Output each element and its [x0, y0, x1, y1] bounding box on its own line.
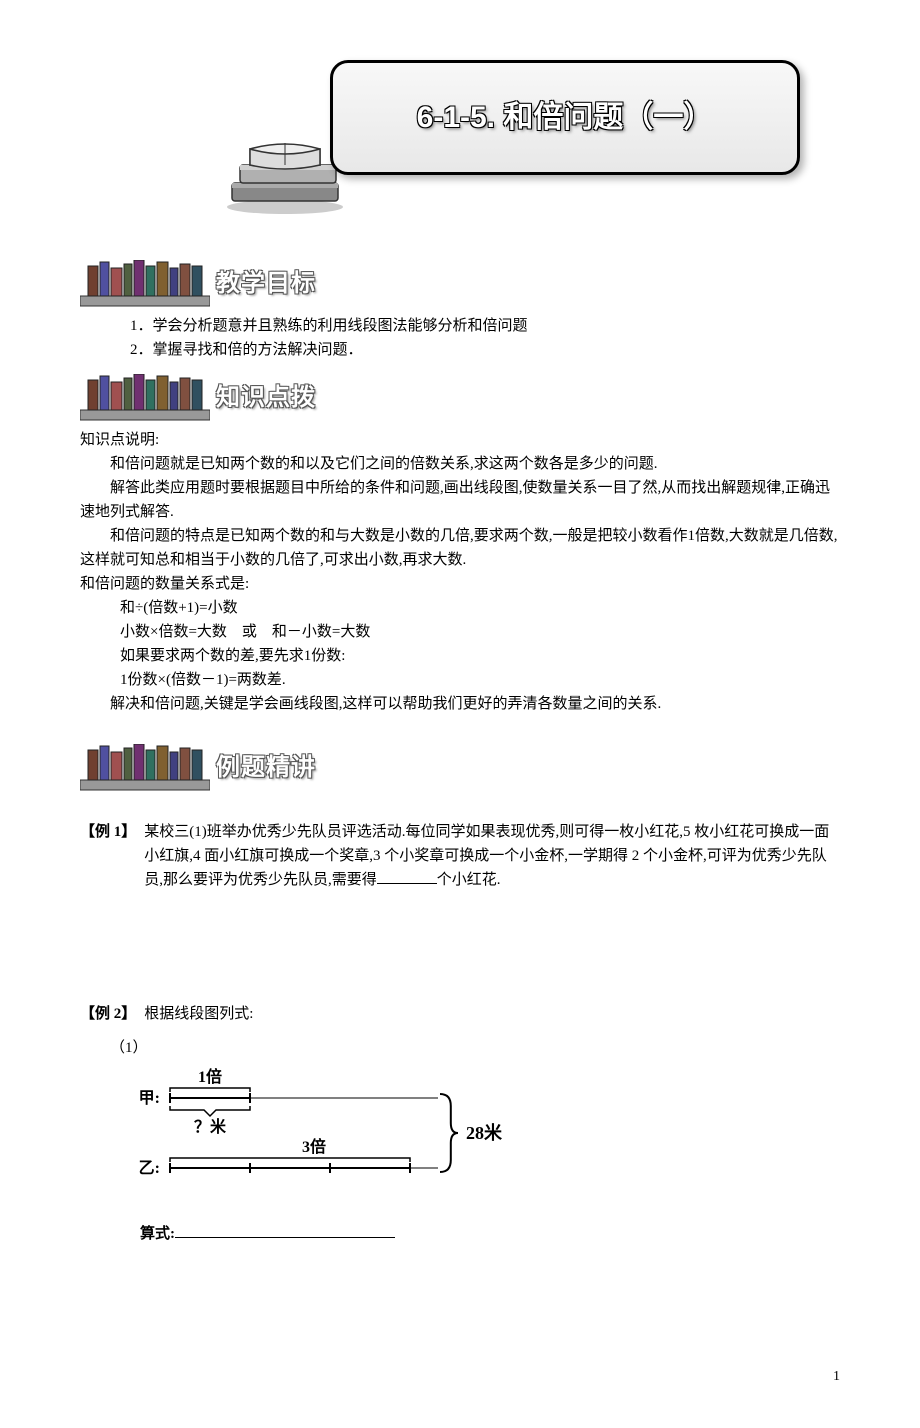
knowledge-rel-title: 和倍问题的数量关系式是:	[80, 572, 840, 596]
segment-diagram-svg: 甲: 乙: 1倍 ？米 3倍 28米	[110, 1060, 530, 1210]
bookshelf-icon	[80, 744, 210, 792]
bookshelf-icon	[80, 374, 210, 422]
goal-item: 1．学会分析题意并且熟练的利用线段图法能够分析和倍问题	[130, 314, 840, 338]
line-diagram: （1） 甲: 乙: 1倍 ？米 3倍 28米 算式:	[80, 1036, 840, 1246]
svg-text:1倍: 1倍	[198, 1067, 222, 1086]
diagram-number: （1）	[110, 1036, 840, 1060]
knowledge-intro: 知识点说明:	[80, 428, 840, 452]
title-area: 6-1-5. 和倍问题（一）	[80, 60, 840, 220]
example-label: 【例 2】	[80, 1002, 136, 1026]
knowledge-content: 知识点说明: 和倍问题就是已知两个数的和以及它们之间的倍数关系,求这两个数各是多…	[80, 428, 840, 716]
example-text: 个小红花.	[437, 872, 501, 888]
formula-label: 算式:	[140, 1226, 175, 1242]
knowledge-para: 解答此类应用题时要根据题目中所给的条件和问题,画出线段图,使数量关系一目了然,从…	[80, 476, 840, 524]
goal-item: 2．掌握寻找和倍的方法解决问题．	[130, 338, 840, 362]
knowledge-para: 解决和倍问题,关键是学会画线段图,这样可以帮助我们更好的弄清各数量之间的关系.	[80, 692, 840, 716]
bookshelf-icon	[80, 260, 210, 308]
svg-text:28米: 28米	[466, 1122, 503, 1143]
formula-blank[interactable]	[175, 1223, 395, 1238]
svg-text:3倍: 3倍	[302, 1137, 326, 1156]
knowledge-para: 和倍问题的特点是已知两个数的和与大数是小数的几倍,要求两个数,一般是把较小数看作…	[80, 524, 840, 572]
title-box: 6-1-5. 和倍问题（一）	[330, 60, 800, 175]
knowledge-para: 和倍问题就是已知两个数的和以及它们之间的倍数关系,求这两个数各是多少的问题.	[80, 452, 840, 476]
example-body: 某校三(1)班举办优秀少先队员评选活动.每位同学如果表现优秀,则可得一枚小红花,…	[144, 820, 840, 892]
section-title-goals: 教学目标	[216, 265, 316, 303]
example-body: 根据线段图列式:	[144, 1002, 840, 1026]
section-title-knowledge: 知识点拨	[216, 379, 316, 417]
svg-text:乙:: 乙:	[139, 1160, 160, 1177]
knowledge-formula: 和÷(倍数+1)=小数	[80, 596, 840, 620]
page-title: 6-1-5. 和倍问题（一）	[417, 94, 714, 142]
section-header-goals: 教学目标	[80, 260, 840, 308]
section-header-knowledge: 知识点拨	[80, 374, 840, 422]
goals-list: 1．学会分析题意并且熟练的利用线段图法能够分析和倍问题 2．掌握寻找和倍的方法解…	[80, 314, 840, 362]
example-label: 【例 1】	[80, 820, 136, 892]
section-title-examples: 例题精讲	[216, 749, 316, 787]
knowledge-formula: 如果要求两个数的差,要先求1份数:	[80, 644, 840, 668]
section-header-examples: 例题精讲	[80, 744, 840, 792]
svg-text:甲:: 甲:	[139, 1089, 160, 1107]
example-2: 【例 2】 根据线段图列式:	[80, 1002, 840, 1026]
fill-blank[interactable]	[377, 869, 437, 884]
knowledge-formula: 1份数×(倍数－1)=两数差.	[80, 668, 840, 692]
example-1: 【例 1】 某校三(1)班举办优秀少先队员评选活动.每位同学如果表现优秀,则可得…	[80, 820, 840, 892]
svg-text:？米: ？米	[194, 1117, 227, 1136]
page-number: 1	[80, 1366, 840, 1388]
knowledge-formula: 小数×倍数=大数 或 和－小数=大数	[80, 620, 840, 644]
